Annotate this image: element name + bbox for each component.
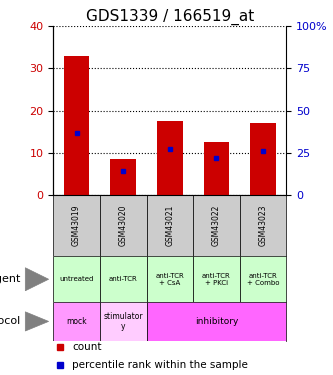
- Bar: [100, 256, 147, 302]
- Polygon shape: [25, 268, 49, 291]
- Bar: [250, 123, 276, 195]
- Text: GSM43023: GSM43023: [258, 205, 268, 246]
- Text: anti-TCR
+ Combo: anti-TCR + Combo: [247, 273, 279, 286]
- Polygon shape: [25, 312, 49, 331]
- Text: mock: mock: [66, 317, 87, 326]
- Text: inhibitory: inhibitory: [195, 317, 238, 326]
- Text: GSM43022: GSM43022: [212, 205, 221, 246]
- Bar: [147, 302, 286, 340]
- Text: GSM43020: GSM43020: [119, 205, 128, 246]
- Text: anti-TCR
+ PKCi: anti-TCR + PKCi: [202, 273, 231, 286]
- Text: GSM43021: GSM43021: [165, 205, 174, 246]
- Bar: [147, 195, 193, 256]
- Bar: [53, 302, 100, 340]
- Bar: [53, 256, 100, 302]
- Bar: [64, 56, 89, 195]
- Text: protocol: protocol: [0, 316, 21, 326]
- Bar: [204, 142, 229, 195]
- Bar: [193, 256, 240, 302]
- Text: anti-TCR: anti-TCR: [109, 276, 138, 282]
- Bar: [111, 159, 136, 195]
- Text: percentile rank within the sample: percentile rank within the sample: [72, 360, 248, 369]
- Bar: [240, 195, 286, 256]
- Text: anti-TCR
+ CsA: anti-TCR + CsA: [156, 273, 184, 286]
- Bar: [100, 195, 147, 256]
- Bar: [193, 195, 240, 256]
- Text: GSM43019: GSM43019: [72, 205, 81, 246]
- Bar: [53, 195, 100, 256]
- Text: untreated: untreated: [59, 276, 94, 282]
- Bar: [147, 256, 193, 302]
- Title: GDS1339 / 166519_at: GDS1339 / 166519_at: [86, 9, 254, 25]
- Text: stimulator
y: stimulator y: [104, 312, 143, 331]
- Bar: [240, 256, 286, 302]
- Bar: [157, 121, 183, 195]
- Text: agent: agent: [0, 274, 21, 284]
- Text: count: count: [72, 342, 102, 352]
- Bar: [100, 302, 147, 340]
